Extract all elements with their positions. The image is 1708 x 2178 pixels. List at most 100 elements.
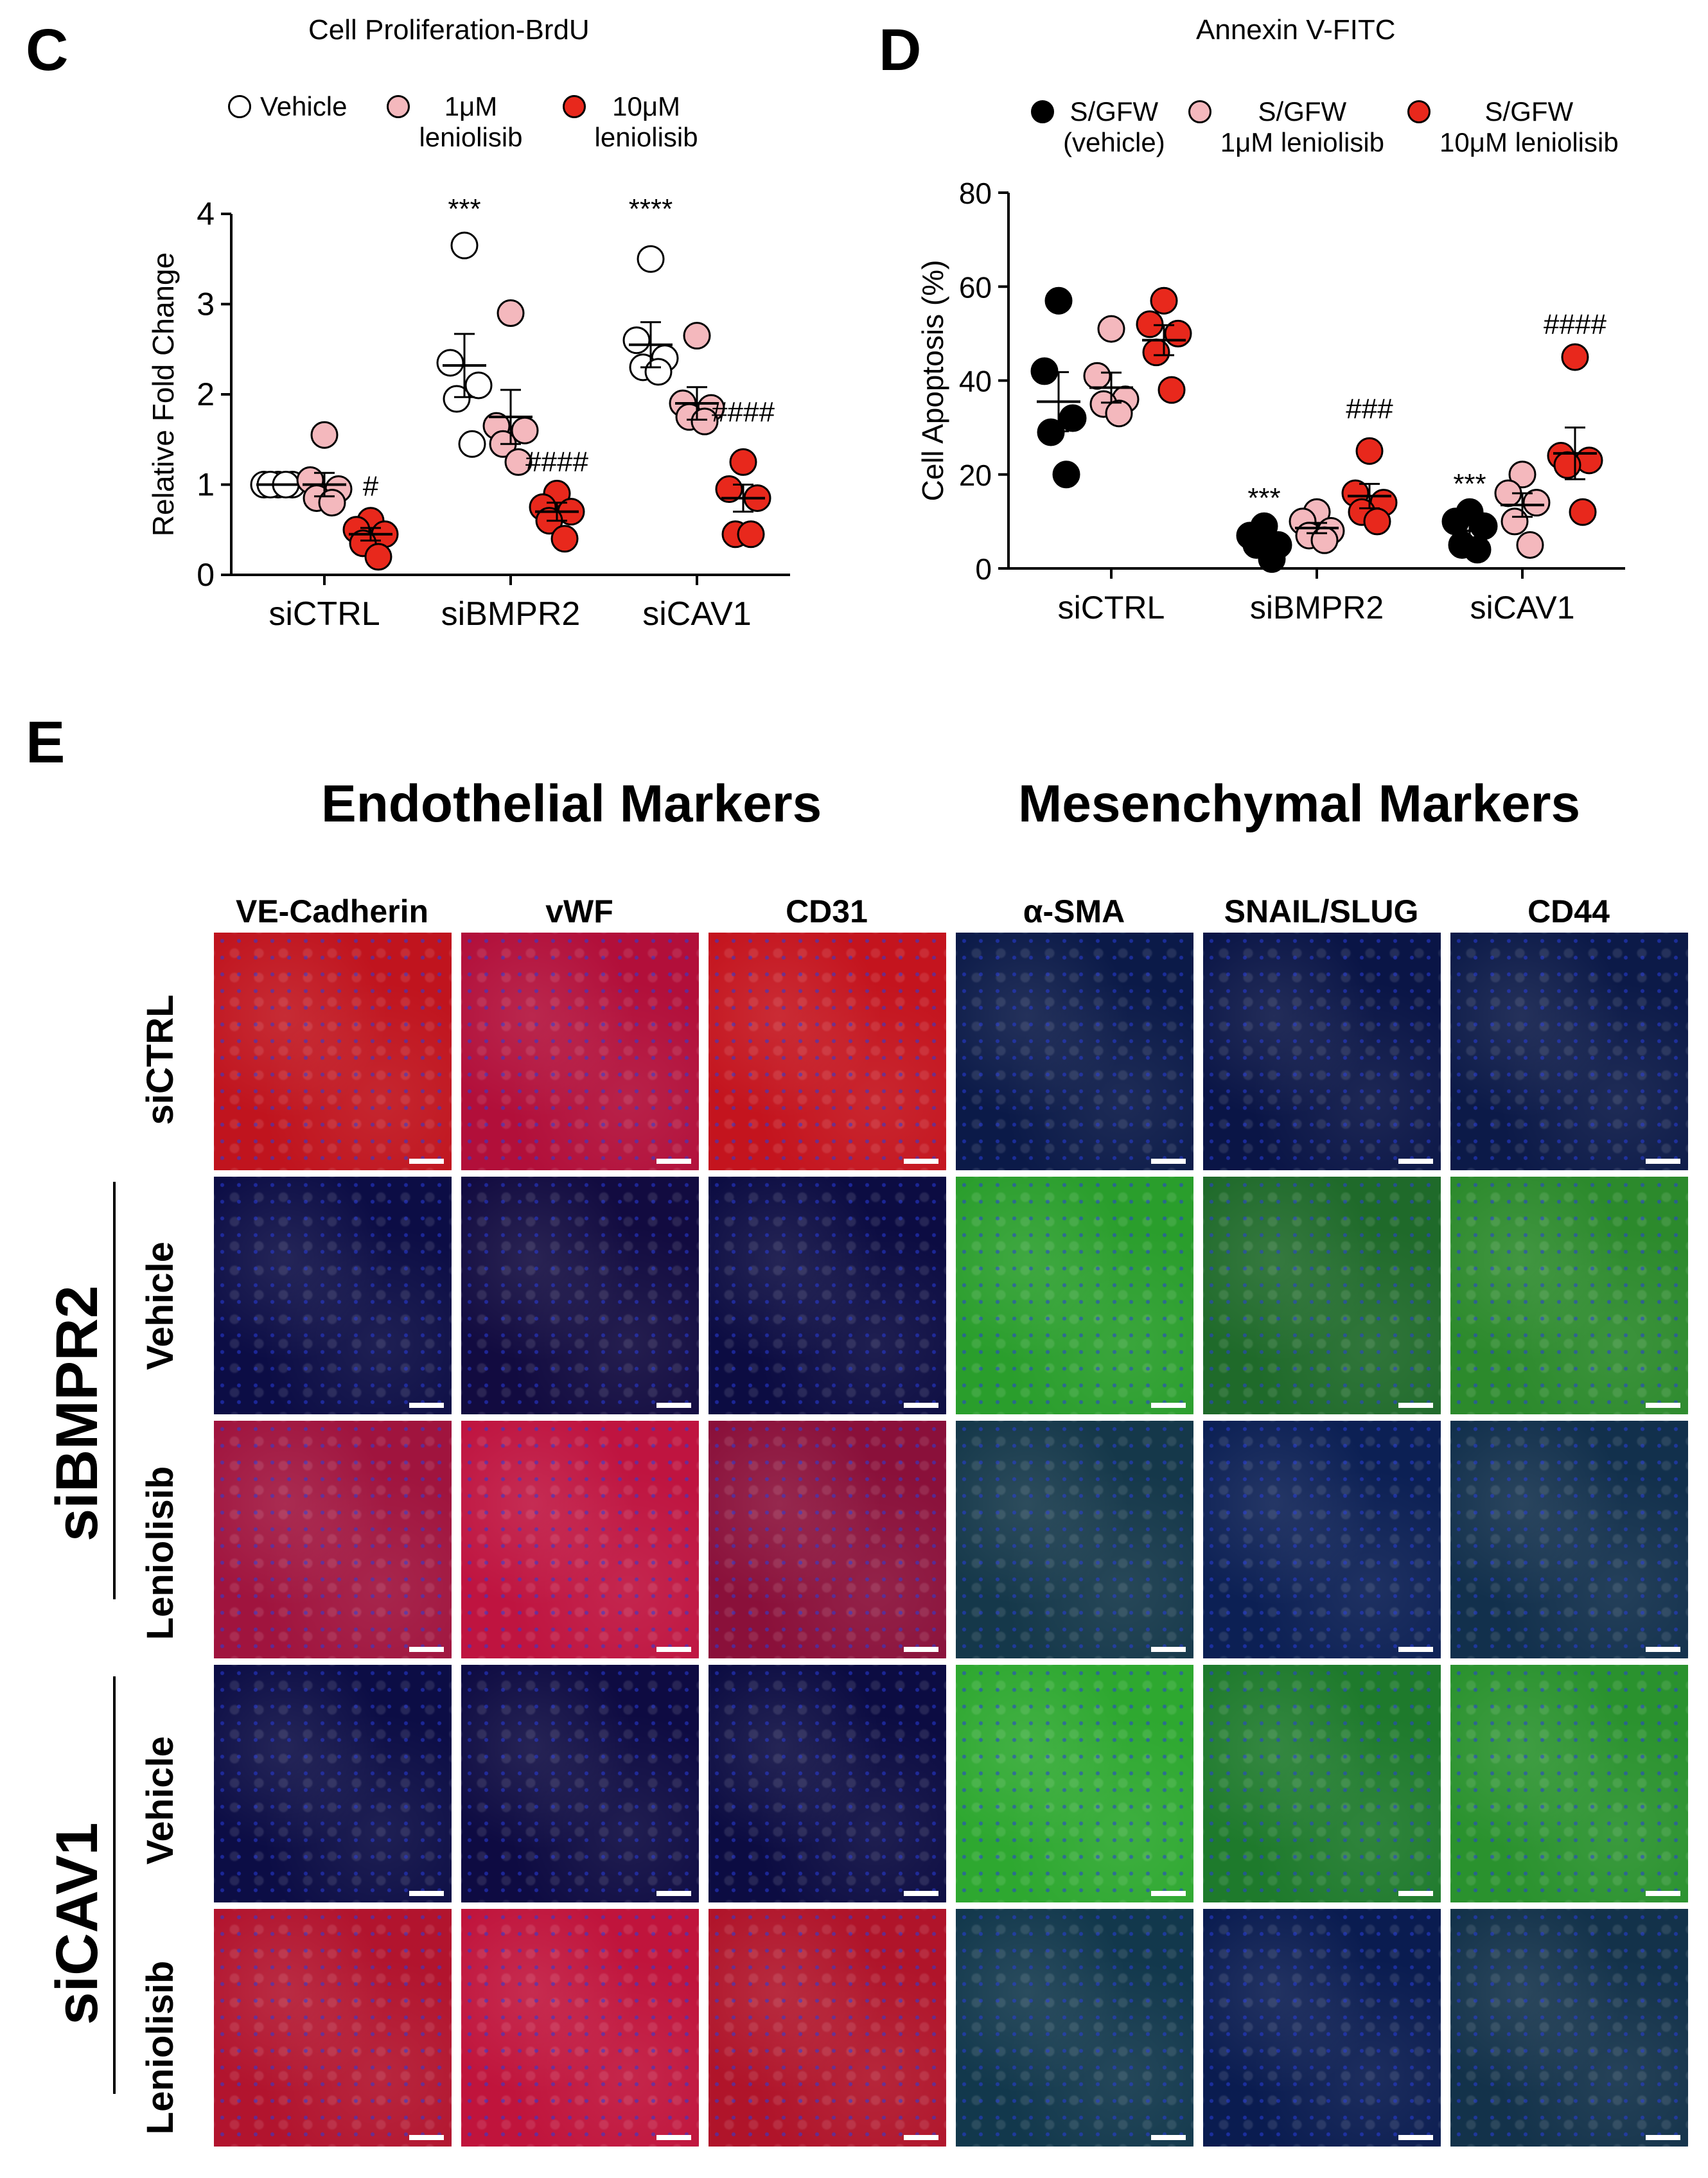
legend-marker [1188,100,1211,123]
group-label-sicav1: siCAV1 [44,1822,110,2025]
data-point [715,475,743,504]
micrograph-tile [1203,1177,1441,1414]
y-tick-label: 20 [959,459,992,492]
data-point [1052,461,1080,489]
data-point [310,421,339,449]
data-point [1522,489,1551,517]
data-point [497,299,525,328]
micrograph-tile [1203,1421,1441,1658]
data-point [458,430,486,458]
x-tick-label: siCTRL [1058,590,1165,626]
data-point [1516,531,1544,559]
col-header-cd44: CD44 [1528,893,1610,929]
x-tick-label: siBMPR2 [441,595,581,633]
panel-letter-e: E [26,710,66,775]
legend-d: S/GFW (vehicle) S/GFW 1μM leniolisib S/G… [1031,96,1642,158]
micrograph-tile [709,1421,946,1658]
y-axis-label: Cell Apoptosis (%) [916,260,949,502]
micrograph-tile [709,933,946,1170]
cell-texture [709,1909,946,2147]
legend-item: Vehicle [228,91,347,122]
micrograph-tile [461,1421,699,1658]
micrograph-tile [1203,933,1441,1170]
scale-bar [1151,1403,1186,1408]
y-tick-label: 0 [197,557,215,593]
legend-marker [387,95,410,118]
data-point [1470,512,1498,540]
data-point [1363,507,1391,536]
legend-label: 1μM leniolisib [419,91,523,152]
col-header-snail-slug: SNAIL/SLUG [1224,893,1419,929]
cell-texture [461,1421,699,1658]
cell-texture [1203,1909,1441,2147]
legend-marker [1031,100,1054,123]
data-point [691,407,719,435]
data-point [450,231,479,259]
row-label-sibmpr2-leniolisib: Leniolisib [139,1466,181,1640]
data-point [1553,451,1581,479]
data-point [1310,526,1339,554]
significance-label: #### [712,396,775,428]
data-point [1083,362,1111,390]
micrograph-tile [461,1909,699,2147]
micrograph-tile [956,933,1193,1170]
cell-texture [709,1665,946,1902]
cell-texture [214,1177,452,1414]
data-point [1044,286,1073,315]
scale-bar [1646,1159,1680,1164]
scale-bar [656,1647,691,1652]
micrograph-tile [461,1177,699,1414]
cell-texture [461,933,699,1170]
cell-texture [461,1177,699,1414]
scale-bar [409,2135,444,2140]
cell-texture [1450,1909,1688,2147]
significance-label: ### [1346,393,1393,425]
cell-texture [461,1665,699,1902]
data-point [1569,498,1597,526]
data-point [1105,400,1133,428]
micrograph-tile [461,933,699,1170]
cell-texture [956,933,1193,1170]
data-point [1258,545,1286,573]
legend-marker [562,95,586,118]
significance-label: # [363,470,379,502]
group-bracket-sicav1 [113,1676,116,2094]
legend-label: S/GFW 1μM leniolisib [1220,96,1385,157]
y-tick-label: 3 [197,286,215,322]
legend-c: Vehicle 1μM leniolisib 10μM leniolisib [228,91,721,153]
y-tick-label: 1 [197,467,215,503]
legend-item: S/GFW 10μM leniolisib [1407,96,1619,158]
scale-bar [904,1891,938,1896]
chart-c-proliferation: 0 1 2 3 4 siCTRL siBMPR2 siCAV1 Relative Fold Ch… [148,193,790,633]
scale-bar [904,2135,938,2140]
y-tick-label: 0 [975,552,992,586]
data-point [644,358,673,386]
col-header-vwf: vWF [545,893,613,929]
scale-bar [1398,1647,1433,1652]
data-point [504,448,533,476]
legend-item: 1μM leniolisib [387,91,523,153]
scale-bar [409,1647,444,1652]
significance-label: **** [629,193,673,225]
cell-texture [1203,1665,1441,1902]
cell-texture [956,1421,1193,1658]
scale-bar [1398,1159,1433,1164]
col-header-ve-cadherin: VE-Cadherin [235,893,429,929]
y-tick-label: 2 [197,376,215,412]
y-tick-label: 80 [959,177,992,210]
scale-bar [409,1403,444,1408]
scale-bar [1646,1891,1680,1896]
micrograph-tile [956,1665,1193,1902]
scale-bar [1646,1647,1680,1652]
scale-bar [1151,1647,1186,1652]
data-point [622,326,651,355]
data-point [1097,315,1125,343]
heading-mesenchymal: Mesenchymal Markers [1018,775,1581,833]
data-point [637,245,665,273]
y-axis-label: Relative Fold Change [148,252,180,536]
cell-texture [1203,1177,1441,1414]
col-header-cd31: CD31 [786,893,868,929]
micrograph-tile [1450,1909,1688,2147]
data-point [1355,437,1384,465]
micrograph-tile [709,1177,946,1414]
